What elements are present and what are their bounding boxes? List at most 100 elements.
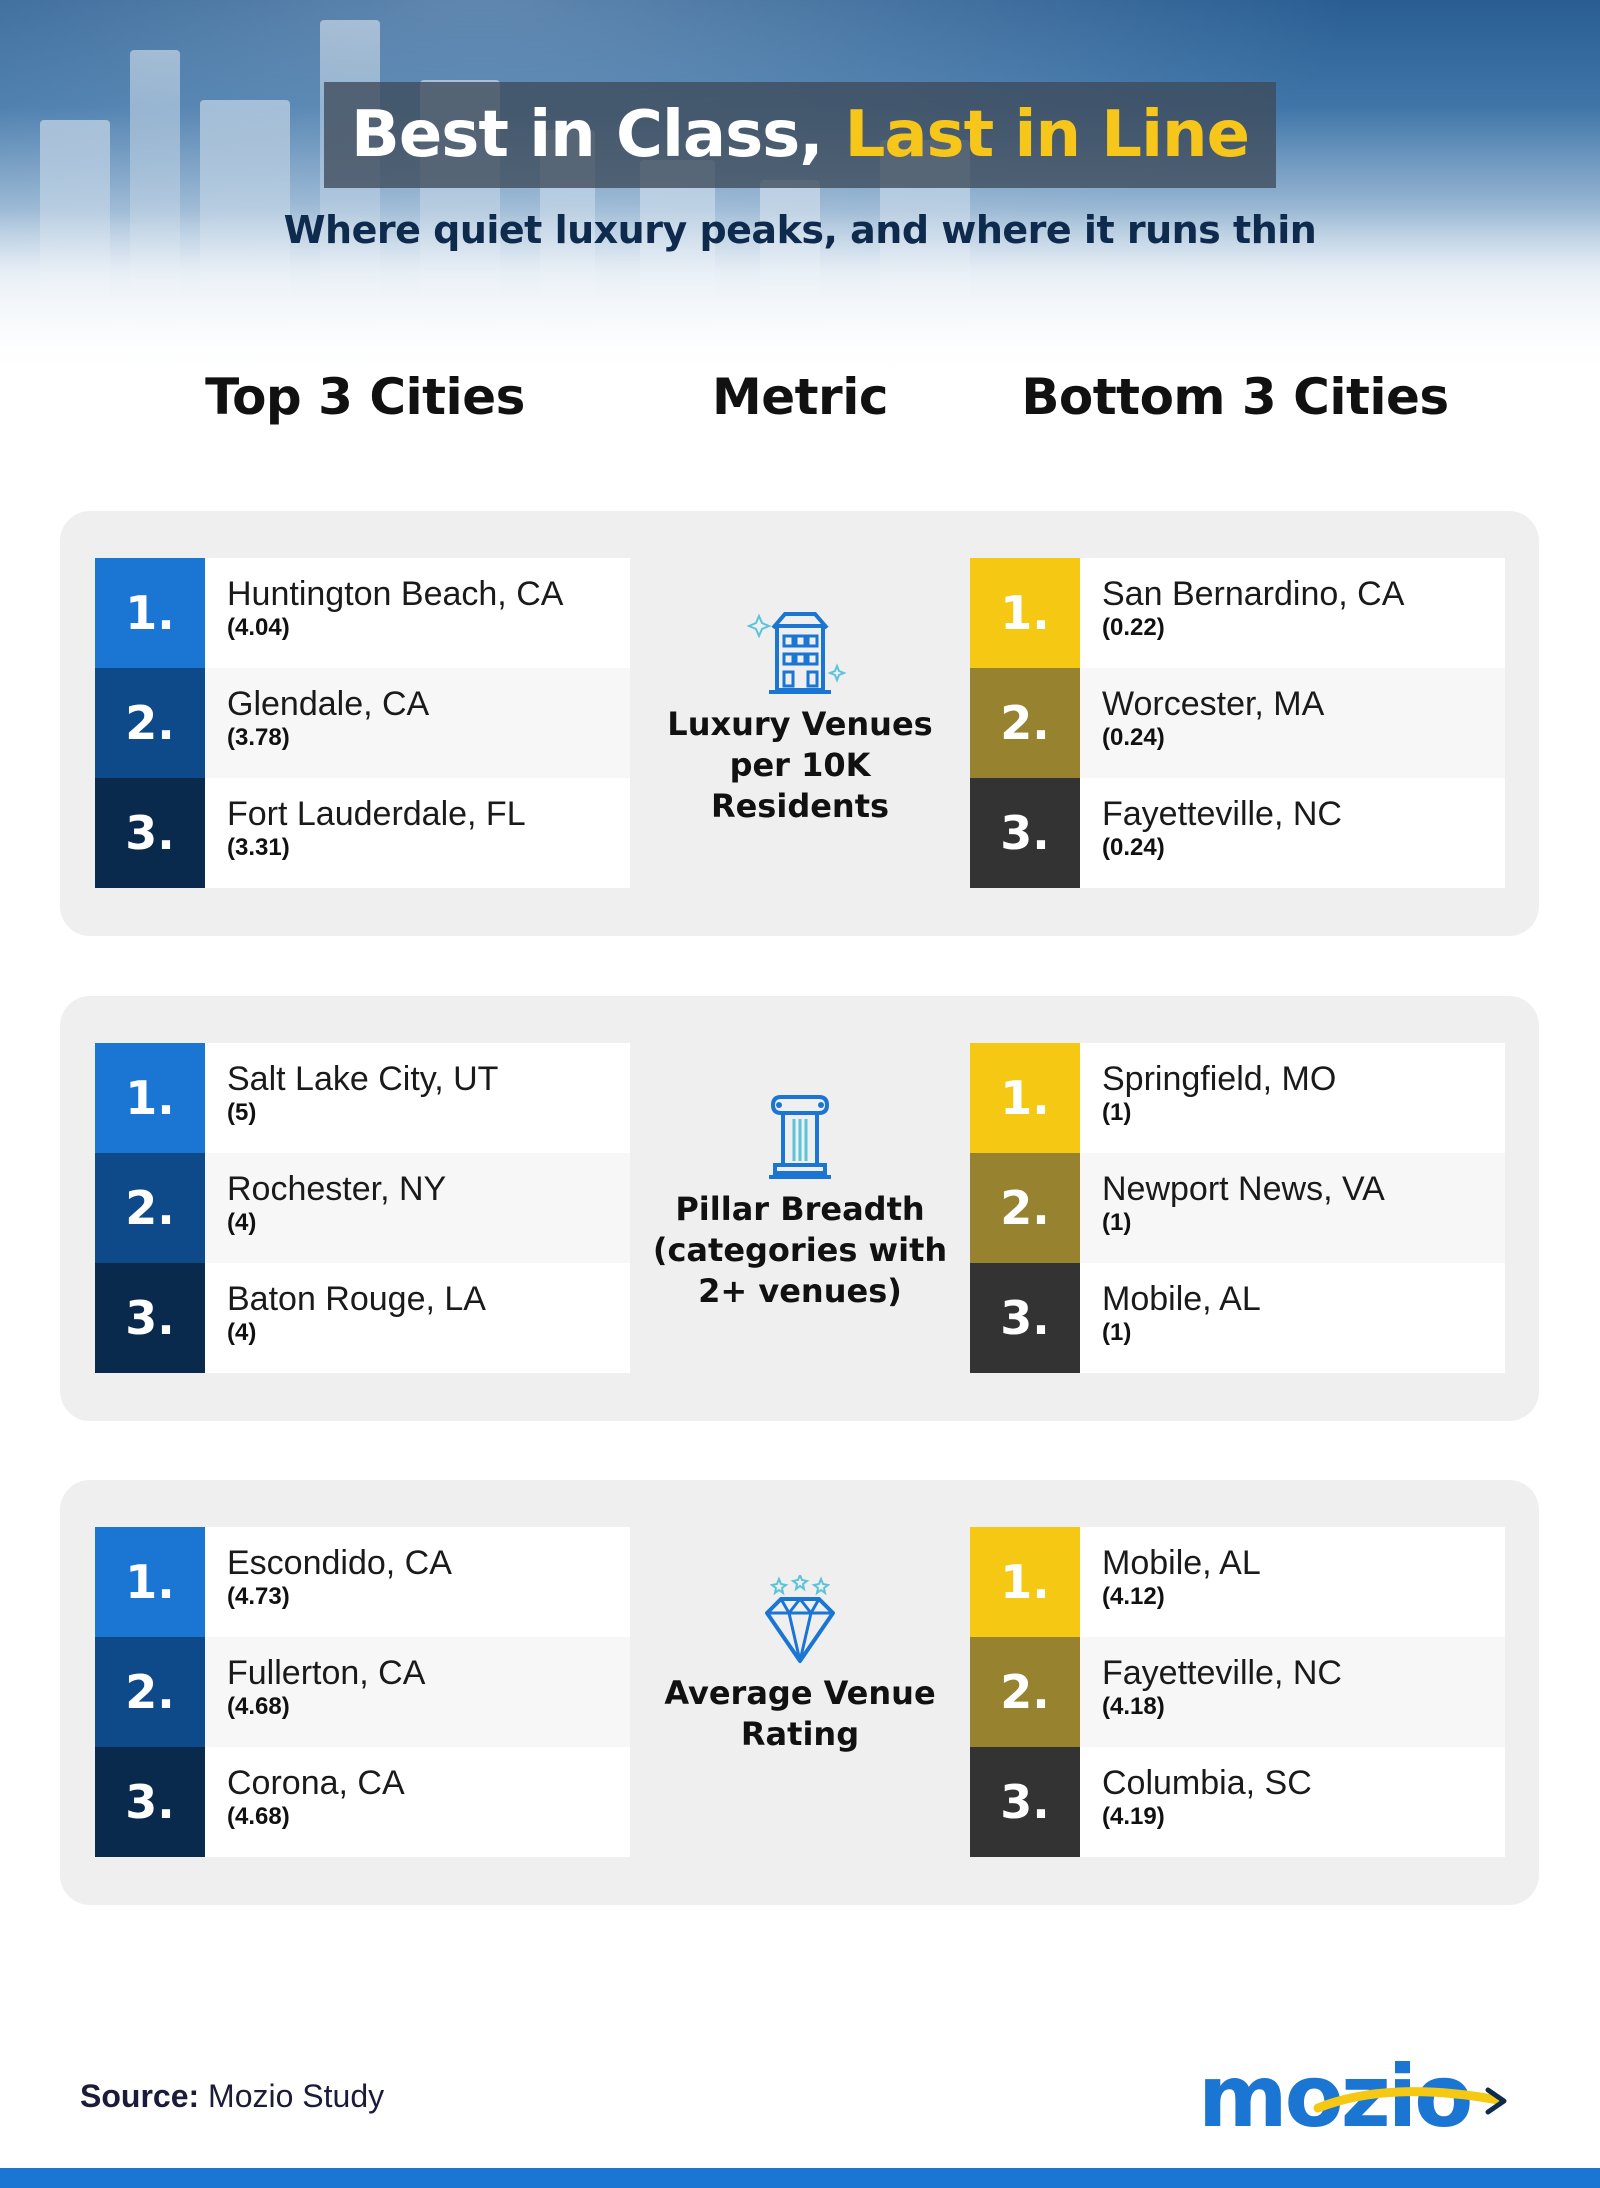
city-value: (4.12)	[1102, 1583, 1165, 1610]
title-part-white: Best in Class,	[351, 98, 824, 172]
list-item: 3. Fayetteville, NC (0.24)	[970, 778, 1505, 888]
bottom-cities-list: 1. San Bernardino, CA (0.22) 2. Worcester…	[970, 558, 1505, 888]
top-cities-list: 1. Escondido, CA (4.73) 2. Fullerton, CA(…	[95, 1527, 630, 1857]
top-cities-list: 1. Salt Lake City, UT (5) 2. Rochester, N…	[95, 1043, 630, 1373]
city-name: Worcester, MA	[1102, 685, 1325, 723]
list-item: 2. Worcester, MA (0.24)	[970, 668, 1505, 778]
city-name: Baton Rouge, LA	[227, 1280, 486, 1318]
top-cities-list: 1. Huntington Beach, CA (4.04) 2. Glendal…	[95, 558, 630, 888]
metric-label-block: Luxury Venues per 10K Residents	[650, 606, 950, 827]
city-name: Fayetteville, NC	[1102, 795, 1342, 833]
city-value: (4.19)	[1102, 1803, 1165, 1830]
list-item: 3. Corona, CA (4.68)	[95, 1747, 630, 1857]
column-header-top: Top 3 Cities	[205, 368, 525, 426]
rank-badge: 2.	[95, 668, 205, 778]
rank-badge: 1.	[970, 558, 1080, 668]
list-item: 3. Columbia, SC (4.19)	[970, 1747, 1505, 1857]
city-value: (4.68)	[227, 1803, 290, 1830]
list-item: 1. Huntington Beach, CA (4.04)	[95, 558, 630, 668]
metric-label: Luxury Venues per 10K Residents	[667, 705, 933, 825]
metric-panel-luxury-venues: 1. Huntington Beach, CA (4.04) 2. Glendal…	[60, 511, 1539, 936]
source-note: Source: Mozio Study	[80, 2078, 384, 2115]
city-value: (0.24)	[1102, 724, 1165, 751]
city-value: (1)	[1102, 1319, 1132, 1346]
city-name: Rochester, NY	[227, 1170, 447, 1208]
metric-label: Average Venue Rating	[664, 1674, 936, 1753]
rank-badge: 1.	[95, 1527, 205, 1637]
city-value: (4.04)	[227, 614, 290, 641]
city-name: Mobile, AL	[1102, 1280, 1261, 1318]
city-value: (4.18)	[1102, 1693, 1165, 1720]
city-name: Fullerton, CA	[227, 1654, 426, 1692]
page-title: Best in Class, Last in Line	[324, 82, 1276, 188]
list-item: 2. Rochester, NY (4)	[95, 1153, 630, 1263]
list-item: 2. Fullerton, CA (4.68)	[95, 1637, 630, 1747]
list-item: 3. Baton Rouge, LA (4)	[95, 1263, 630, 1373]
list-item: 3. Fort Lauderdale, FL (3.31)	[95, 778, 630, 888]
bottom-cities-list: 1. Mobile, AL (4.12) 2. Fayetteville, NC(…	[970, 1527, 1505, 1857]
list-item: 1. Mobile, AL (4.12)	[970, 1527, 1505, 1637]
metric-label-block: Average Venue Rating	[650, 1575, 950, 1755]
city-name: Huntington Beach, CA	[227, 575, 564, 613]
city-value: (4)	[227, 1209, 257, 1236]
city-value: (5)	[227, 1099, 257, 1126]
city-name: Salt Lake City, UT	[227, 1060, 499, 1098]
rank-badge: 2.	[970, 668, 1080, 778]
column-pillar-icon	[769, 1095, 831, 1179]
list-item: 1. Springfield, MO (1)	[970, 1043, 1505, 1153]
metric-label-block: Pillar Breadth (categories with 2+ venue…	[650, 1091, 950, 1312]
city-value: (1)	[1102, 1099, 1132, 1126]
list-item: 2. Glendale, CA (3.78)	[95, 668, 630, 778]
building-icon	[746, 612, 847, 694]
rank-badge: 1.	[970, 1527, 1080, 1637]
rank-badge: 1.	[95, 558, 205, 668]
rank-badge: 2.	[95, 1637, 205, 1747]
list-item: 1. Escondido, CA (4.73)	[95, 1527, 630, 1637]
source-label: Source:	[80, 2078, 200, 2114]
bottom-accent-bar	[0, 2168, 1600, 2188]
city-value: (4.73)	[227, 1583, 290, 1610]
rank-badge: 3.	[970, 778, 1080, 888]
city-value: (4.68)	[227, 1693, 290, 1720]
rank-badge: 1.	[970, 1043, 1080, 1153]
rank-badge: 3.	[970, 1263, 1080, 1373]
city-name: Escondido, CA	[227, 1544, 452, 1582]
list-item: 1. San Bernardino, CA (0.22)	[970, 558, 1505, 668]
city-name: Springfield, MO	[1102, 1060, 1337, 1098]
bottom-cities-list: 1. Springfield, MO (1) 2. Newport News, V…	[970, 1043, 1505, 1373]
column-header-metric: Metric	[711, 368, 889, 426]
rank-badge: 2.	[95, 1153, 205, 1263]
source-value: Mozio Study	[208, 2078, 385, 2114]
city-name: Corona, CA	[227, 1764, 405, 1802]
diamond-stars-icon	[765, 1575, 835, 1663]
city-value: (0.24)	[1102, 834, 1165, 861]
rank-badge: 2.	[970, 1153, 1080, 1263]
mozio-logo: mozio	[1198, 2060, 1507, 2140]
city-value: (0.22)	[1102, 614, 1165, 641]
metric-label: Pillar Breadth (categories with 2+ venue…	[652, 1190, 948, 1310]
column-header-bottom: Bottom 3 Cities	[1021, 368, 1449, 426]
city-name: San Bernardino, CA	[1102, 575, 1405, 613]
city-name: Fort Lauderdale, FL	[227, 795, 526, 833]
city-name: Fayetteville, NC	[1102, 1654, 1342, 1692]
city-value: (4)	[227, 1319, 257, 1346]
rank-badge: 1.	[95, 1043, 205, 1153]
list-item: 1. Salt Lake City, UT (5)	[95, 1043, 630, 1153]
city-value: (3.31)	[227, 834, 290, 861]
city-value: (3.78)	[227, 724, 290, 751]
page-subtitle: Where quiet luxury peaks, and where it r…	[283, 208, 1317, 252]
rank-badge: 3.	[95, 1263, 205, 1373]
metric-panel-pillar-breadth: 1. Salt Lake City, UT (5) 2. Rochester, N…	[60, 996, 1539, 1421]
rank-badge: 3.	[95, 778, 205, 888]
rank-badge: 3.	[95, 1747, 205, 1857]
city-name: Newport News, VA	[1102, 1170, 1385, 1208]
rank-badge: 2.	[970, 1637, 1080, 1747]
city-name: Columbia, SC	[1102, 1764, 1312, 1802]
city-name: Mobile, AL	[1102, 1544, 1261, 1582]
city-value: (1)	[1102, 1209, 1132, 1236]
title-part-yellow: Last in Line	[844, 98, 1250, 172]
metric-panel-average-rating: 1. Escondido, CA (4.73) 2. Fullerton, CA(…	[60, 1480, 1539, 1905]
header-background	[0, 0, 1600, 380]
rank-badge: 3.	[970, 1747, 1080, 1857]
list-item: 3. Mobile, AL (1)	[970, 1263, 1505, 1373]
